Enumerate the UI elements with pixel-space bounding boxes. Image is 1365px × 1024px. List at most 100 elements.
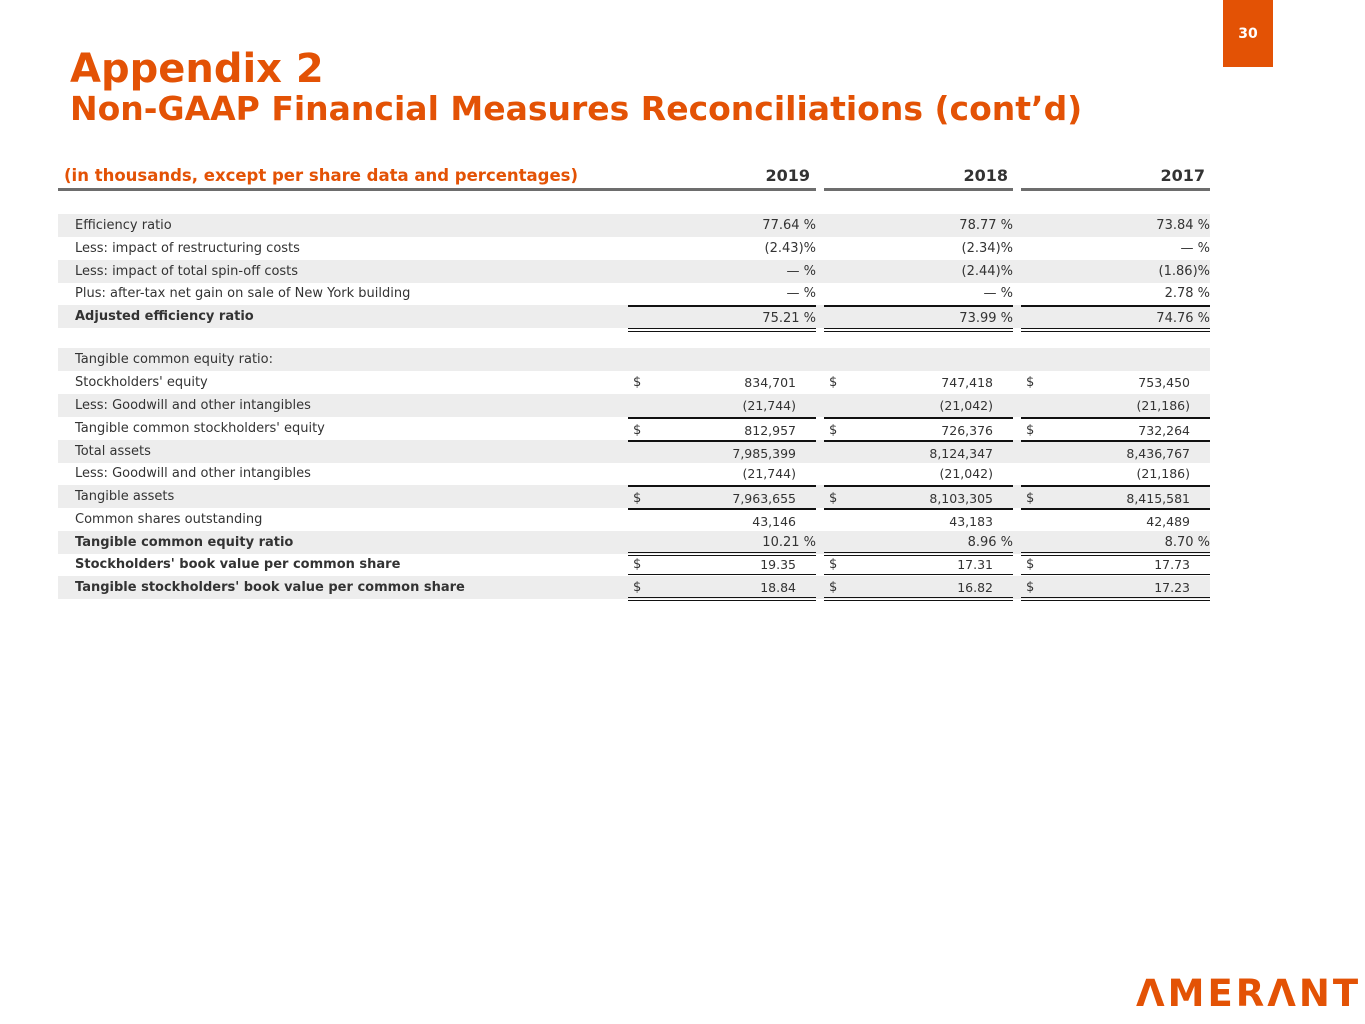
table-row: Tangible common stockholders' equity $812…	[58, 417, 1210, 440]
cell-2017: $8,415,581	[1021, 485, 1210, 510]
dollar-sign: $	[633, 491, 642, 506]
row-label: Tangible common equity ratio	[75, 535, 294, 550]
cell-2018: $8,103,305	[824, 485, 1013, 510]
cell-2017: 8,436,767	[1021, 440, 1210, 465]
cell-2017: — %	[1021, 237, 1211, 260]
cell-value: 7,963,655	[732, 491, 796, 506]
cell-2019: — %	[628, 260, 817, 283]
cell-value: 10.21 %	[762, 535, 816, 550]
cell-value: 747,418	[941, 375, 993, 390]
cell-2018: — %	[824, 282, 1014, 305]
cell-value: 42,489	[1146, 514, 1190, 529]
cell-2019: 75.21 %	[628, 305, 816, 332]
dollar-sign: $	[1026, 375, 1035, 390]
row-label: Tangible common stockholders' equity	[75, 421, 325, 436]
cell-value: 8,103,305	[929, 491, 993, 506]
row-label: Tangible common equity ratio:	[75, 352, 273, 367]
cell-2018: 73.99 %	[824, 305, 1013, 332]
cell-value: 8.70 %	[1164, 535, 1210, 550]
dollar-sign: $	[1026, 580, 1035, 595]
cell-2018: $16.82	[824, 576, 1013, 601]
cell-2018: $726,376	[824, 417, 1013, 442]
table-row: Total assets 7,985,399 8,124,347 8,436,767	[58, 440, 1210, 463]
cell-2019: 10.21 %	[628, 531, 816, 556]
cell-2017: 73.84 %	[1021, 214, 1210, 237]
table-row: Tangible stockholders' book value per co…	[58, 576, 1210, 601]
cell-value: (1.86)%	[1158, 264, 1210, 279]
cell-value: 16.82	[957, 580, 993, 595]
cell-value: 78.77 %	[959, 218, 1013, 233]
cell-2019: $834,701	[628, 371, 816, 394]
cell-2017: 2.78 %	[1021, 282, 1210, 305]
table-row: Tangible common equity ratio 10.21 % 8.96 …	[58, 531, 1210, 556]
row-label: Stockholders' equity	[75, 375, 208, 390]
table-row: Stockholders' equity $834,701 $747,418 $753…	[58, 371, 1210, 394]
cell-value: 17.23	[1154, 580, 1190, 595]
cell-value: 753,450	[1138, 375, 1190, 390]
row-label: Less: impact of total spin-off costs	[75, 264, 299, 279]
column-header-2018: 2018	[963, 166, 1008, 185]
cell-2018: (2.34)%	[824, 237, 1013, 260]
header-rule	[1021, 188, 1210, 191]
cell-value: (2.44)%	[961, 264, 1013, 279]
cell-value: 17.73	[1154, 557, 1190, 572]
row-label: Less: Goodwill and other intangibles	[75, 398, 311, 413]
cell-value: 834,701	[744, 375, 796, 390]
row-label: Efficiency ratio	[75, 218, 172, 233]
page-number: 30	[1223, 0, 1273, 67]
row-label: Less: Goodwill and other intangibles	[75, 466, 311, 481]
row-label: Tangible assets	[75, 489, 175, 504]
cell-2017: $753,450	[1021, 371, 1210, 394]
table-row: Less: Goodwill and other intangibles (21,…	[58, 462, 1210, 485]
cell-2017: 8.70 %	[1021, 531, 1210, 556]
table-row: Less: Goodwill and other intangibles (21,…	[58, 394, 1210, 417]
table-row: Efficiency ratio 77.64 % 78.77 % 73.84 %	[58, 214, 1210, 237]
cell-value: 732,264	[1138, 423, 1190, 438]
cell-2018: $747,418	[824, 371, 1013, 394]
dollar-sign: $	[633, 580, 642, 595]
cell-value: — %	[786, 264, 817, 279]
cell-2019: $18.84	[628, 576, 816, 601]
row-label: Less: impact of restructuring costs	[75, 241, 300, 256]
cell-2017: $732,264	[1021, 417, 1210, 442]
table-row: Plus: after-tax net gain on sale of New …	[58, 282, 1210, 305]
cell-value: (21,744)	[742, 466, 797, 481]
cell-value: (21,186)	[1136, 466, 1191, 481]
cell-value: 18.84	[760, 580, 796, 595]
cell-2018: (21,042)	[824, 462, 1013, 485]
cell-2019: $812,957	[628, 417, 816, 442]
cell-value: 8,415,581	[1126, 491, 1190, 506]
cell-2019: (21,744)	[628, 394, 816, 417]
table-row: Common shares outstanding 43,146 43,183 42,…	[58, 508, 1210, 535]
cell-2017: (21,186)	[1021, 394, 1210, 417]
dollar-sign: $	[1026, 491, 1035, 506]
cell-2018: $17.31	[824, 553, 1013, 578]
cell-value: 19.35	[760, 557, 796, 572]
row-label: Plus: after-tax net gain on sale of New …	[75, 286, 411, 301]
cell-value: 17.31	[957, 557, 993, 572]
column-header-2017: 2017	[1160, 166, 1205, 185]
cell-2019: 7,985,399	[628, 440, 816, 465]
cell-value: (21,042)	[939, 466, 994, 481]
table-row: Tangible assets $7,963,655 $8,103,305 $8,41…	[58, 485, 1210, 508]
cell-2018: (21,042)	[824, 394, 1013, 417]
cell-value: 75.21 %	[762, 311, 816, 326]
cell-value: 2.78 %	[1164, 286, 1210, 301]
dollar-sign: $	[829, 580, 838, 595]
cell-value: 77.64 %	[762, 218, 816, 233]
cell-value: (21,042)	[939, 398, 994, 413]
cell-value: 812,957	[744, 423, 796, 438]
cell-2019: (21,744)	[628, 462, 816, 485]
cell-2018: 78.77 %	[824, 214, 1013, 237]
cell-value: (2.34)%	[961, 241, 1013, 256]
dollar-sign: $	[1026, 557, 1035, 572]
cell-value: — %	[983, 286, 1014, 301]
cell-value: (21,744)	[742, 398, 797, 413]
cell-2017: $17.23	[1021, 576, 1210, 601]
table-row: Stockholders' book value per common shar…	[58, 553, 1210, 578]
row-label: Adjusted efficiency ratio	[75, 309, 254, 324]
cell-2017: 74.76 %	[1021, 305, 1210, 332]
dollar-sign: $	[633, 375, 642, 390]
dollar-sign: $	[829, 375, 838, 390]
dollar-sign: $	[1026, 423, 1035, 438]
